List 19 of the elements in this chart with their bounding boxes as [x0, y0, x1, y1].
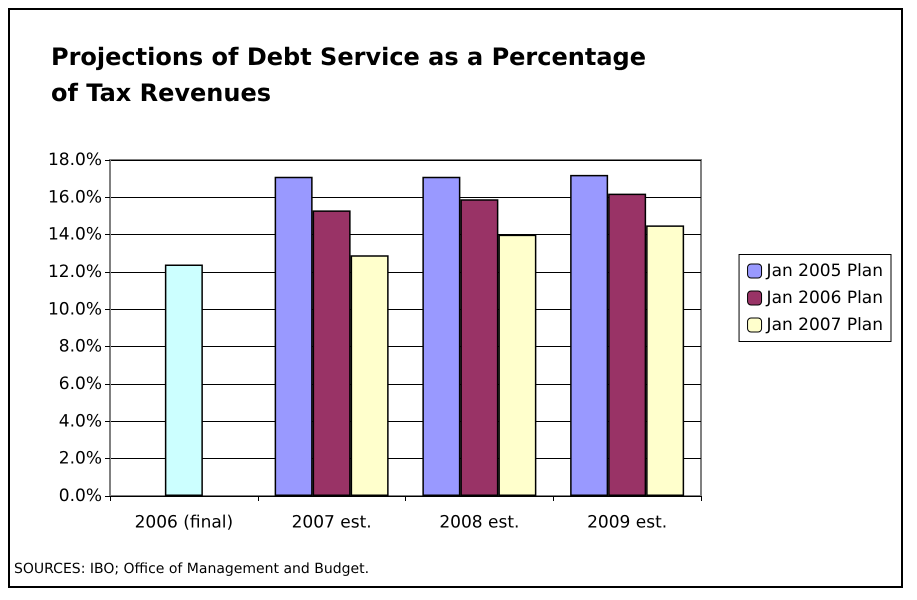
y-tick-label: 6.0%: [58, 374, 102, 394]
x-tick-label: 2009 est.: [587, 512, 668, 532]
y-tick-label: 2.0%: [58, 448, 102, 469]
legend-label: Jan 2006 Plan: [766, 288, 884, 308]
y-tick-label: 14.0%: [48, 224, 102, 245]
legend-label: Jan 2007 Plan: [766, 315, 884, 335]
source-note: SOURCES: IBO; Office of Management and Budget.: [14, 561, 370, 577]
y-tick-label: 10.0%: [48, 299, 102, 320]
x-tick-label: 2006 (final): [134, 512, 234, 532]
y-tick-label: 16.0%: [48, 187, 102, 208]
y-tick-label: 12.0%: [48, 262, 102, 282]
y-tick-label: 0.0%: [58, 486, 102, 506]
legend-label: Jan 2005 Plan: [766, 261, 884, 281]
y-tick-label: 4.0%: [58, 411, 102, 432]
y-tick-label: 8.0%: [58, 336, 102, 357]
chart-title: Projections of Debt Service as a Percentage of Tax Revenues: [51, 43, 646, 107]
x-tick-label: 2008 est.: [439, 512, 520, 532]
y-tick-label: 18.0%: [48, 150, 102, 170]
x-tick-label: 2007 est.: [292, 512, 372, 532]
